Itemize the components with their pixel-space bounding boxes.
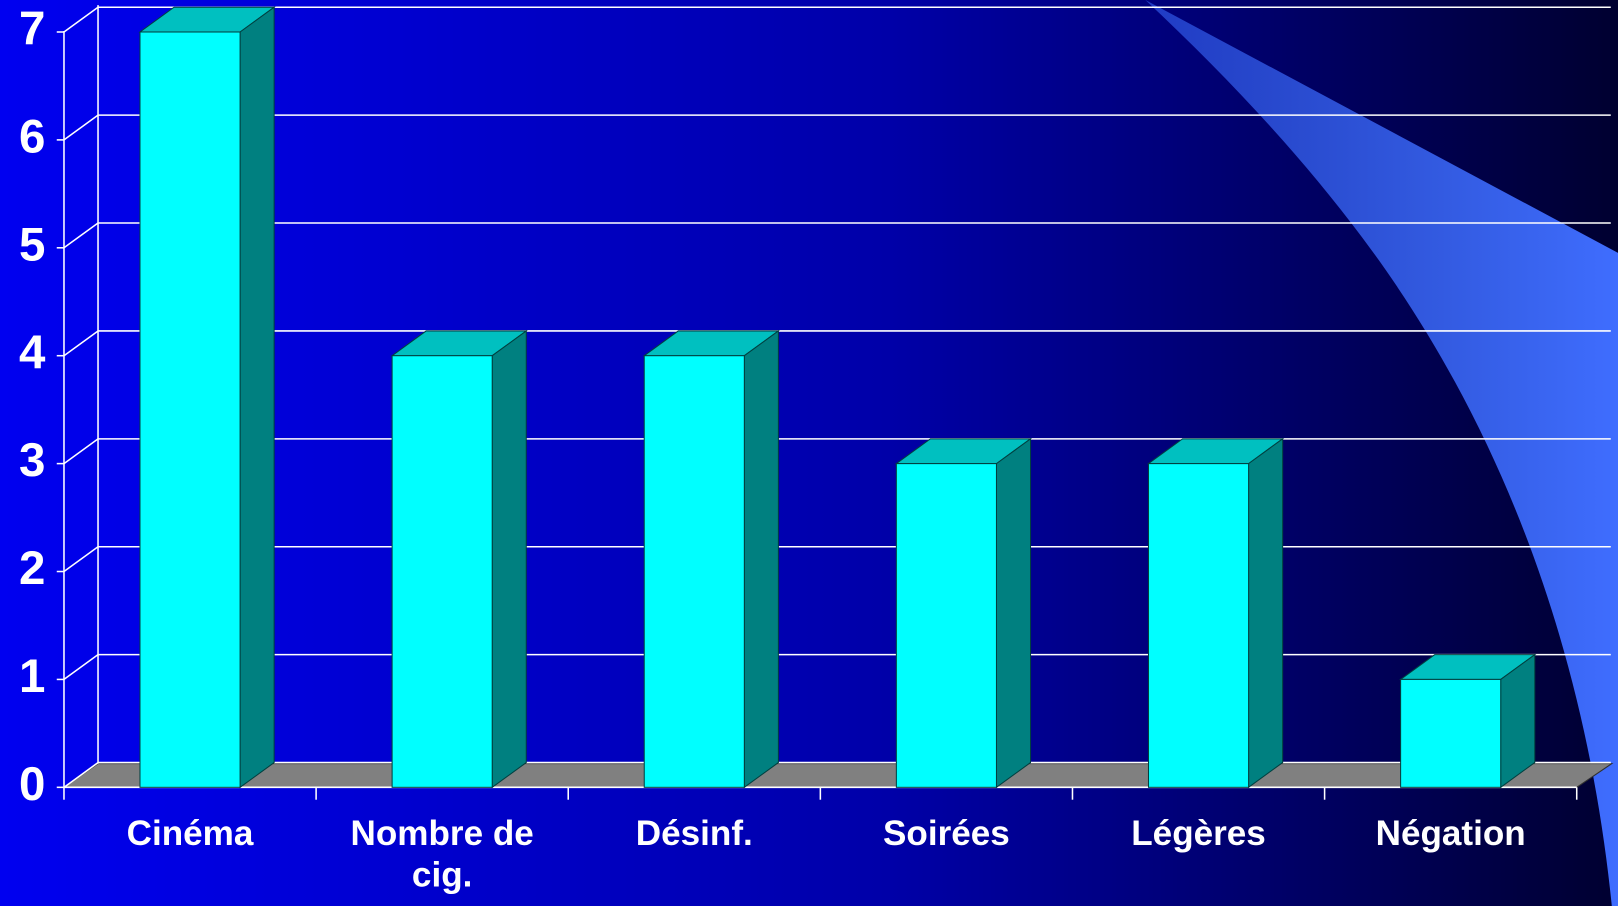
- bar: [895, 463, 997, 788]
- grid-side-line: [63, 546, 99, 573]
- x-label-box: Légères: [1131, 814, 1266, 854]
- y-tick-label: 5: [19, 218, 45, 271]
- y-tick-label: 6: [19, 110, 45, 163]
- x-label-box: Négation: [1375, 814, 1526, 854]
- x-tick-label: Nombre de cig.: [350, 814, 534, 895]
- y-tick-label: 2: [19, 542, 45, 595]
- bar: [1147, 463, 1250, 788]
- x-tick-label: Légères: [1131, 814, 1266, 854]
- grid-side-line: [63, 6, 99, 33]
- y-tick-label: 3: [19, 434, 45, 487]
- bar: [643, 355, 745, 788]
- x-tick-label: Soirées: [883, 814, 1010, 854]
- grid-side-line: [63, 222, 99, 249]
- bar-side: [491, 329, 527, 789]
- floor: [62, 763, 1614, 788]
- x-tick-label: Désinf.: [635, 814, 753, 854]
- bar: [139, 31, 241, 788]
- x-tick-label: Négation: [1375, 814, 1526, 854]
- grid-side-line: [63, 114, 99, 141]
- grid-side-line: [63, 330, 99, 357]
- bar-side: [1248, 437, 1284, 789]
- x-label-box: Soirées: [883, 814, 1010, 854]
- bar: [391, 355, 493, 788]
- grid-side-line: [63, 761, 99, 788]
- grid-side-line: [63, 654, 99, 681]
- x-label-box: Cinéma: [126, 814, 254, 854]
- bar-side: [743, 329, 779, 789]
- x-label-box: Nombre de cig.: [350, 814, 534, 895]
- x-label-box: Désinf.: [635, 814, 753, 854]
- bar: [1400, 678, 1502, 788]
- y-tick-label: 1: [19, 650, 45, 703]
- bar-side: [995, 437, 1032, 789]
- grid-side-line: [63, 438, 99, 465]
- y-tick-label: 4: [19, 326, 46, 379]
- bar-side: [239, 6, 275, 789]
- x-tick-label: Cinéma: [126, 814, 254, 854]
- decor-swoosh: [1145, 0, 1618, 906]
- y-tick-label: 7: [19, 3, 45, 56]
- y-tick-label: 0: [19, 758, 45, 811]
